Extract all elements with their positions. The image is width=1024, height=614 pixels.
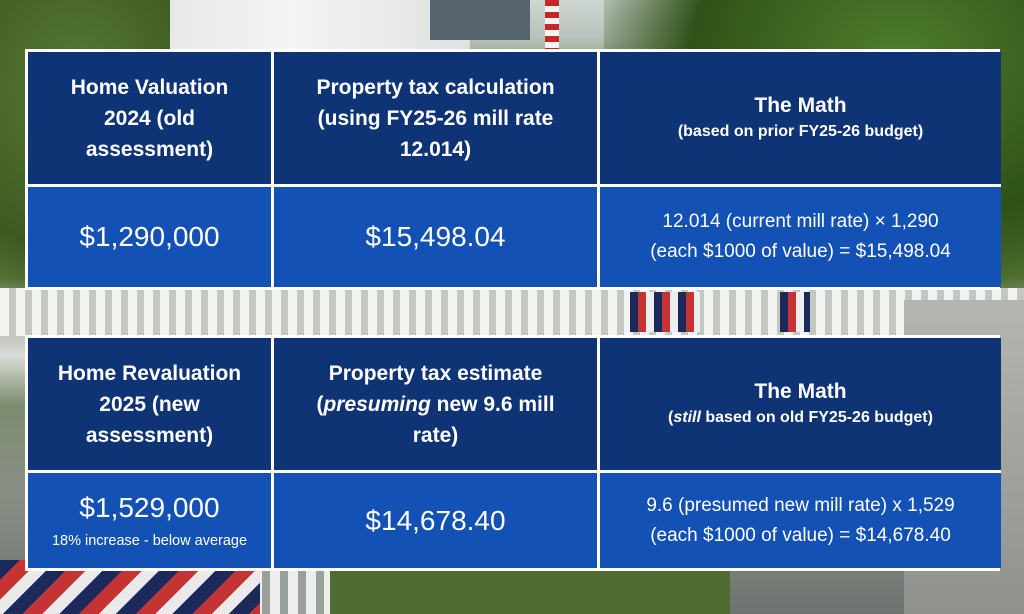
lawn	[330, 570, 730, 614]
header-the-math: The Math (based on prior FY25-26 budget)	[600, 52, 1001, 187]
increase-note: 18% increase - below average	[51, 532, 248, 549]
house-facade	[170, 0, 470, 55]
header-text: Home Revaluation 2025 (new assessment)	[57, 361, 242, 447]
header-text-part: Property tax estimate (	[316, 361, 543, 416]
math-line-2: (each $1000 of value) = $14,678.40	[650, 524, 951, 546]
header-home-valuation: Home Valuation 2024 (old assessment)	[28, 52, 274, 187]
header-title: The Math	[754, 94, 847, 117]
header-emphasis: presuming	[323, 392, 431, 416]
value-home-revaluation: $1,529,000 18% increase - below average	[28, 473, 274, 568]
header-text: Home Valuation 2024 (old assessment)	[70, 75, 229, 161]
header-the-math: The Math (still based on old FY25-26 bud…	[600, 338, 1001, 473]
header-home-revaluation: Home Revaluation 2025 (new assessment)	[28, 338, 274, 473]
header-emphasis: still	[673, 409, 701, 426]
header-subtitle: (based on prior FY25-26 budget)	[677, 123, 924, 140]
header-text-part: (	[668, 409, 674, 426]
header-title: The Math	[754, 380, 847, 403]
tax-amount: $15,498.04	[365, 221, 506, 252]
revaluation-amount: $1,529,000	[79, 491, 220, 523]
valuation-amount: $1,290,000	[79, 221, 220, 252]
tax-estimate-amount: $14,678.40	[365, 504, 506, 536]
header-text-part: new 9.6 mill rate)	[412, 392, 555, 447]
neighbor-roof	[430, 0, 530, 40]
math-formula: 9.6 (presumed new mill rate) x 1,529 (ea…	[634, 491, 966, 551]
american-flag	[545, 0, 559, 52]
value-the-math: 12.014 (current mill rate) × 1,290 (each…	[600, 187, 1001, 287]
header-tax-estimate: Property tax estimate (presuming new 9.6…	[274, 338, 600, 473]
header-text: Property tax calculation (using FY25-26 …	[316, 75, 555, 161]
valuation-table-2024: Home Valuation 2024 (old assessment) Pro…	[25, 49, 1001, 290]
picket-fence	[0, 288, 1024, 336]
math-line-2: (each $1000 of value) = $15,498.04	[650, 241, 951, 262]
header-subtitle: (still based on old FY25-26 budget)	[658, 406, 943, 430]
value-tax-estimate: $14,678.40	[274, 473, 600, 568]
value-the-math: 9.6 (presumed new mill rate) x 1,529 (ea…	[600, 473, 1001, 568]
bunting-decoration	[630, 292, 700, 332]
revaluation-table-2025: Home Revaluation 2025 (new assessment) P…	[25, 335, 1001, 571]
header-text-part: based on old FY25-26 budget)	[700, 409, 933, 426]
header-text: Property tax estimate (presuming new 9.6…	[274, 358, 597, 451]
math-line-1: 9.6 (presumed new mill rate) x 1,529	[646, 494, 955, 516]
math-formula: 12.014 (current mill rate) × 1,290 (each…	[638, 207, 963, 267]
math-line-1: 12.014 (current mill rate) × 1,290	[662, 211, 939, 232]
bunting-decoration	[780, 292, 810, 332]
header-tax-calculation: Property tax calculation (using FY25-26 …	[274, 52, 600, 187]
value-home-valuation: $1,290,000	[28, 187, 274, 287]
value-tax-calculation: $15,498.04	[274, 187, 600, 287]
